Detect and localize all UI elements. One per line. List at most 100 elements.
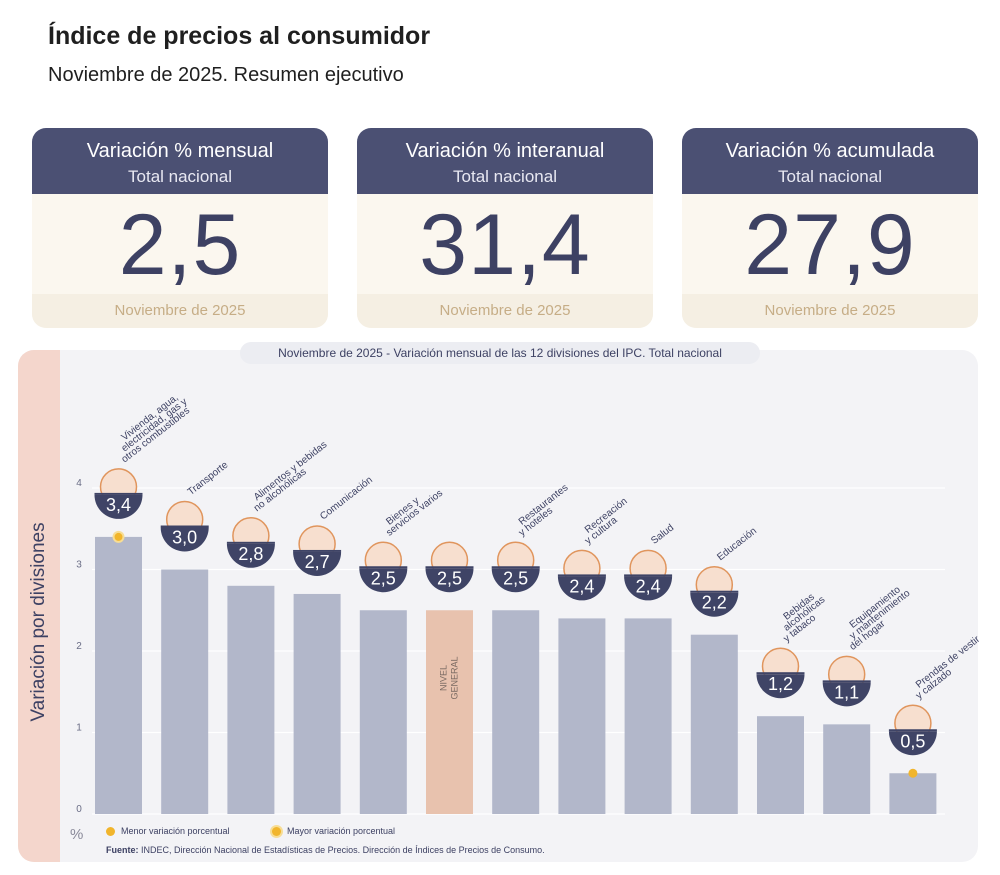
value-badge-top (491, 566, 540, 569)
card-footer: Noviembre de 2025 (682, 294, 978, 328)
value-badge-top (293, 549, 342, 552)
card-body: 27,9 Noviembre de 2025 (682, 194, 978, 328)
value-badge-top (160, 525, 209, 528)
value-label: 2,5 (503, 568, 528, 588)
source-label: Fuente: (106, 845, 139, 855)
value-label: 0,5 (900, 731, 925, 751)
card-interannual: Variación % interanual Total nacional 31… (357, 128, 653, 328)
bar-inner-label: NIVEL (439, 665, 449, 691)
category-label: Educación (715, 526, 759, 563)
legend-max-label: Mayor variación porcentual (287, 826, 396, 836)
unit-label: % (70, 826, 84, 843)
card-monthly: Variación % mensual Total nacional 2,5 N… (32, 128, 328, 328)
legend-max: Mayor variación porcentual (272, 826, 396, 837)
y-tick-label: 0 (76, 804, 82, 815)
source-note: Fuente: INDEC, Dirección Nacional de Est… (106, 845, 545, 855)
bar (690, 634, 738, 814)
value-badge (822, 682, 871, 707)
card-subtitle: Total nacional (128, 167, 232, 186)
card-body: 2,5 Noviembre de 2025 (32, 194, 328, 328)
source-text: INDEC, Dirección Nacional de Estadística… (138, 845, 545, 855)
category-label: Transporte (186, 459, 231, 497)
card-header: Variación % interanual Total nacional (357, 128, 653, 194)
value-badge (226, 543, 275, 568)
value-badge (491, 568, 540, 593)
card-accumulated: Variación % acumulada Total nacional 27,… (682, 128, 978, 328)
chart-title: Noviembre de 2025 - Variación mensual de… (240, 342, 760, 364)
page-title: Índice de precios al consumidor (48, 22, 431, 50)
legend-min-label: Menor variación porcentual (121, 826, 230, 836)
y-tick-label: 3 (76, 560, 82, 571)
value-label: 2,2 (702, 593, 727, 613)
value-label: 2,5 (437, 568, 462, 588)
bar (624, 618, 672, 814)
card-value: 2,5 (118, 197, 242, 293)
value-badge (359, 568, 408, 593)
value-label: 2,5 (371, 568, 396, 588)
y-tick-label: 4 (76, 478, 82, 489)
value-badge (160, 527, 209, 552)
value-badge-top (756, 672, 805, 675)
y-tick-label: 1 (76, 723, 82, 734)
value-badge (756, 674, 805, 699)
min-marker (908, 768, 918, 778)
category-label: Alimentos y bebidas (252, 439, 329, 503)
bar (227, 585, 275, 814)
card-header: Variación % acumulada Total nacional (682, 128, 978, 194)
y-tick-label: 2 (76, 641, 82, 652)
legend-min: Menor variación porcentual (106, 826, 230, 837)
value-label: 2,8 (238, 544, 263, 564)
max-marker (114, 532, 123, 541)
bar (426, 610, 473, 814)
legend-min-marker (106, 827, 115, 837)
value-badge-top (359, 566, 408, 569)
value-label: 2,4 (569, 576, 594, 596)
bar (823, 724, 871, 814)
bar (293, 593, 341, 814)
value-label: 2,4 (636, 576, 661, 596)
card-body: 31,4 Noviembre de 2025 (357, 194, 653, 328)
value-label: 3,4 (106, 495, 131, 515)
card-header: Variación % mensual Total nacional (32, 128, 328, 194)
value-badge (624, 576, 673, 601)
value-badge-top (557, 574, 606, 577)
chart-side-band (18, 350, 60, 862)
card-value: 27,9 (744, 197, 916, 293)
card-footer: Noviembre de 2025 (357, 294, 653, 328)
value-label: 2,7 (305, 552, 330, 572)
bar (161, 569, 209, 814)
value-badge (425, 568, 474, 593)
value-badge-top (822, 680, 871, 683)
bar-inner-label: GENERAL (450, 656, 460, 699)
category-label: Salud (649, 522, 676, 546)
bar (889, 773, 937, 814)
card-title: Variación % interanual (405, 140, 605, 162)
bar (95, 536, 142, 814)
category-label: Comunicación (318, 475, 375, 523)
value-badge (94, 494, 143, 519)
card-subtitle: Total nacional (453, 167, 557, 186)
value-badge-top (94, 492, 143, 495)
category-label: Prendas de vestir (914, 634, 983, 691)
value-badge-top (425, 566, 474, 569)
value-badge-top (624, 574, 673, 577)
value-label: 1,1 (834, 682, 859, 702)
bar (492, 610, 540, 814)
card-value: 31,4 (419, 197, 591, 293)
page-subtitle: Noviembre de 2025. Resumen ejecutivo (48, 64, 404, 86)
value-label: 3,0 (172, 528, 197, 548)
legend-max-marker (272, 827, 281, 837)
card-footer: Noviembre de 2025 (32, 294, 328, 328)
card-title: Variación % mensual (86, 140, 274, 162)
value-badge-top (888, 729, 937, 732)
value-badge-top (690, 590, 739, 593)
value-label: 1,2 (768, 674, 793, 694)
bar (757, 716, 804, 814)
card-title: Variación % acumulada (725, 140, 935, 162)
value-badge (888, 731, 937, 756)
value-badge (293, 551, 342, 576)
value-badge (690, 592, 739, 617)
bar (359, 610, 407, 814)
card-subtitle: Total nacional (778, 167, 882, 186)
